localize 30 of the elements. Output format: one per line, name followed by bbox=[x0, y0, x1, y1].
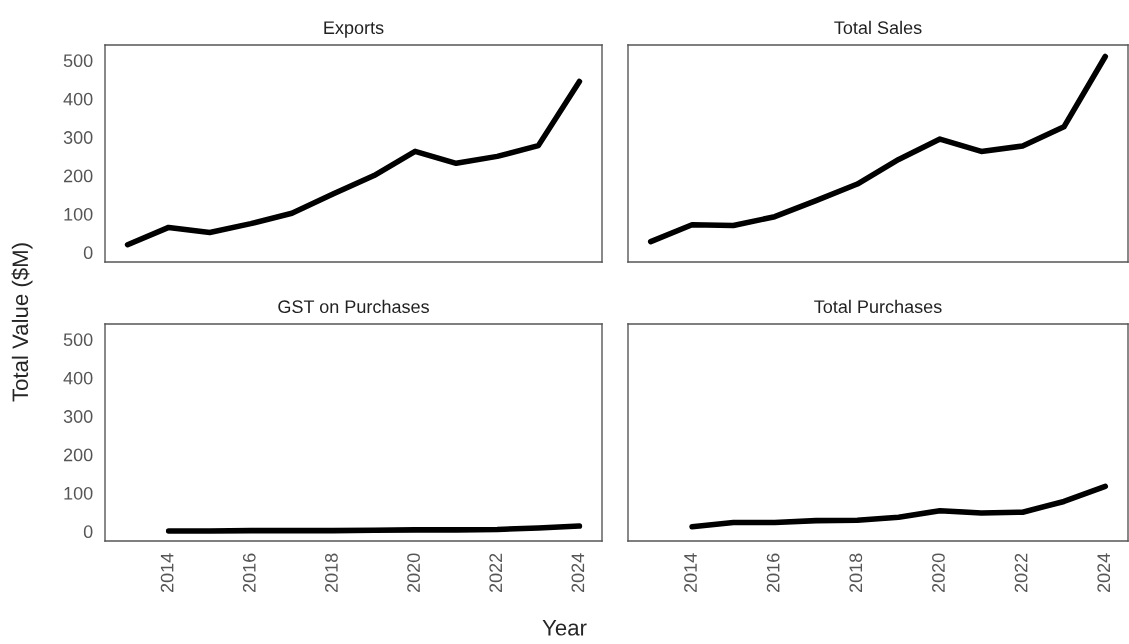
x-tick-label: 2024 bbox=[1097, 553, 1111, 593]
chart-title: Exports bbox=[324, 21, 384, 38]
y-tick-label: 0 bbox=[83, 246, 93, 260]
x-tick-label: 2020 bbox=[932, 553, 945, 593]
y-tick-label: 500 bbox=[63, 333, 93, 347]
x-tick-label: 2020 bbox=[407, 553, 420, 593]
y-tick-label: 100 bbox=[64, 486, 93, 500]
x-tick-label: 2014 bbox=[160, 553, 174, 593]
y-tick-label: 500 bbox=[63, 54, 93, 68]
y-tick-label: 400 bbox=[63, 92, 93, 106]
y-tick-label: 300 bbox=[63, 410, 93, 423]
x-tick-label: 2024 bbox=[571, 553, 585, 593]
y-tick-label: 400 bbox=[63, 371, 93, 385]
x-tick-label: 2016 bbox=[242, 553, 256, 593]
x-tick-label: 2018 bbox=[849, 553, 863, 593]
x-tick-label: 2016 bbox=[766, 553, 780, 593]
y-tick-label: 300 bbox=[63, 131, 93, 144]
chart-title: Total Sales bbox=[834, 20, 922, 35]
x-tick-label: 2018 bbox=[325, 553, 338, 593]
chart-title: GST on Purchases bbox=[278, 299, 429, 314]
x-axis-title: Year bbox=[542, 620, 587, 636]
chart-title: Total Purchases bbox=[814, 299, 942, 314]
x-tick-label: 2022 bbox=[1014, 553, 1028, 593]
x-tick-label: 2022 bbox=[489, 553, 503, 593]
y-tick-label: 100 bbox=[64, 207, 93, 221]
y-tick-label: 200 bbox=[63, 169, 93, 183]
x-tick-label: 2014 bbox=[684, 553, 697, 593]
y-tick-label: 200 bbox=[63, 448, 93, 462]
y-tick-label: 0 bbox=[83, 525, 93, 539]
y-axis-title: Total Value ($M) bbox=[11, 243, 33, 402]
